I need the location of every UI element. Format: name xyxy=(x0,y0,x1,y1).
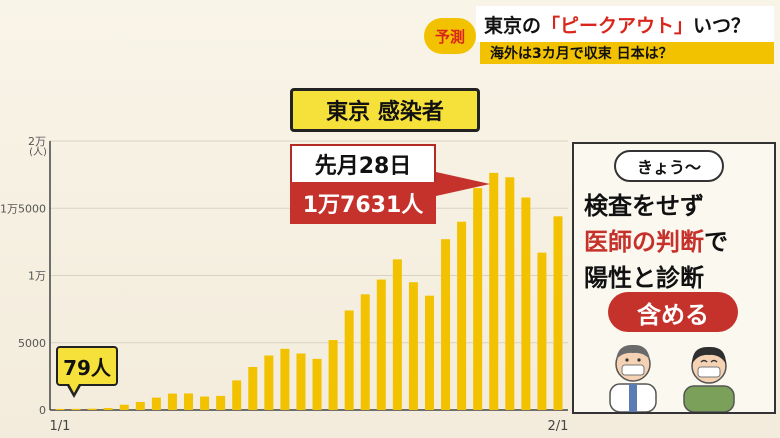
y-tick-label: 1万 xyxy=(28,270,46,283)
headline-quote: 「ピークアウト」 xyxy=(541,14,694,37)
y-tick-label: 5000 xyxy=(18,337,46,350)
bar xyxy=(521,197,531,410)
bar xyxy=(280,348,290,410)
panel-line-2-black: で xyxy=(704,228,728,256)
bar xyxy=(264,355,274,410)
include-badge: 含める xyxy=(608,292,738,332)
bar xyxy=(408,282,418,410)
bar xyxy=(119,404,129,410)
bar xyxy=(473,188,483,410)
doctor-patient-illustration xyxy=(609,344,735,412)
bar xyxy=(216,395,226,410)
bar xyxy=(71,408,81,410)
headline-pre: 東京の xyxy=(484,14,542,37)
y-tick-label: 1万5000 xyxy=(0,202,46,215)
bar xyxy=(376,279,386,410)
bar xyxy=(344,310,354,410)
bar xyxy=(441,239,451,410)
bar xyxy=(392,259,402,410)
y-axis-unit: (人) xyxy=(29,146,47,158)
panel-line-1: 検査をせず xyxy=(584,192,704,220)
y-tick-label: 0 xyxy=(39,404,46,417)
bar xyxy=(135,401,145,410)
bar xyxy=(184,393,194,410)
start-pointer-fill xyxy=(68,382,80,393)
chart-title: 東京 感染者 xyxy=(290,88,480,132)
bar xyxy=(505,177,515,410)
peak-pointer xyxy=(436,172,490,196)
info-panel: きょう〜 検査をせず 医師の判断で 陽性と診断 含める xyxy=(572,142,776,414)
patient-icon xyxy=(683,346,735,412)
headline-post: いつ？ xyxy=(693,14,751,37)
y-tick-label: 2万 xyxy=(28,135,46,148)
peak-value-label: 1万7631人 xyxy=(290,182,436,224)
bar xyxy=(103,407,113,410)
bar xyxy=(296,353,306,410)
panel-line-2-red: 医師の判断 xyxy=(584,228,704,256)
bar xyxy=(537,252,547,410)
peak-date-label: 先月28日 xyxy=(290,144,436,182)
bar xyxy=(424,295,434,410)
bar xyxy=(312,358,322,410)
x-tick-label: 2/1 xyxy=(548,419,569,434)
bar xyxy=(360,294,370,410)
headline-banner: 予測 東京の 「ピークアウト」 いつ？ 海外は3カ月で収束 日本は？ xyxy=(418,6,774,64)
bar xyxy=(232,380,242,410)
panel-line-3: 陽性と診断 xyxy=(584,264,704,292)
bar xyxy=(87,408,97,410)
subheadline: 海外は3カ月で収束 日本は？ xyxy=(480,42,774,64)
bar xyxy=(167,393,177,410)
start-value-label: 79人 xyxy=(56,346,118,386)
bar xyxy=(200,396,210,410)
forecast-tag: 予測 xyxy=(424,18,476,54)
bar xyxy=(151,397,161,410)
bar xyxy=(328,340,338,410)
bar xyxy=(457,221,467,410)
bar xyxy=(55,408,65,410)
bar xyxy=(489,172,499,410)
panel-line-2: 医師の判断で xyxy=(584,222,774,257)
bar xyxy=(553,216,563,410)
today-pill: きょう〜 xyxy=(614,150,724,182)
headline: 東京の 「ピークアウト」 いつ？ xyxy=(476,6,774,42)
doctor-icon xyxy=(609,344,657,412)
bar xyxy=(248,366,258,410)
x-tick-label: 1/1 xyxy=(50,419,71,434)
